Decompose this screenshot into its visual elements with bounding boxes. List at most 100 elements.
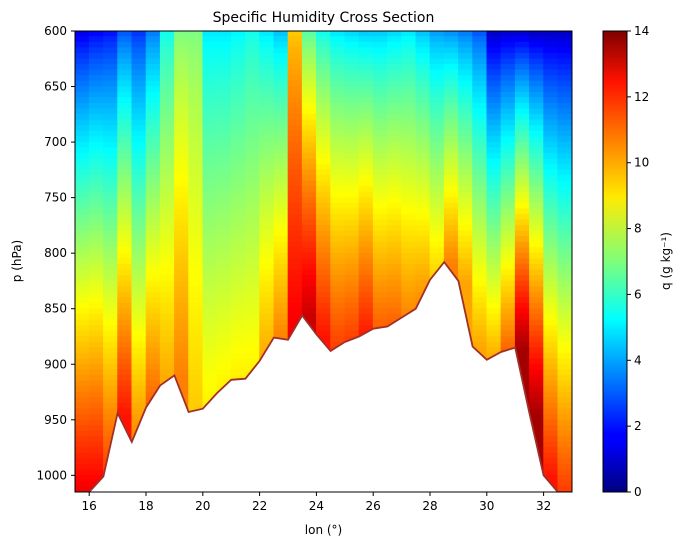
humidity-cell xyxy=(443,219,459,226)
humidity-cell xyxy=(571,469,572,476)
humidity-cell xyxy=(571,352,572,359)
humidity-cell xyxy=(103,152,118,160)
humidity-cell xyxy=(316,36,331,43)
humidity-cell xyxy=(543,164,559,171)
humidity-cell xyxy=(88,191,104,198)
humidity-cell xyxy=(174,269,189,276)
humidity-cell xyxy=(159,180,175,187)
humidity-cell xyxy=(75,47,90,54)
humidity-cell xyxy=(103,291,118,298)
humidity-cell xyxy=(429,47,445,54)
humidity-cell xyxy=(415,108,431,115)
humidity-cell xyxy=(543,297,559,304)
humidity-cell xyxy=(117,119,133,126)
humidity-cell xyxy=(429,141,445,148)
humidity-cell xyxy=(529,141,544,148)
humidity-cell xyxy=(358,75,374,82)
humidity-cell xyxy=(131,313,147,321)
humidity-cell xyxy=(202,386,218,393)
humidity-cell xyxy=(543,319,559,326)
humidity-cell xyxy=(358,164,374,171)
humidity-cell xyxy=(543,291,559,298)
humidity-cell xyxy=(429,69,445,76)
humidity-cell xyxy=(188,369,204,376)
humidity-cell xyxy=(159,136,175,143)
humidity-cell xyxy=(415,286,431,293)
humidity-cell xyxy=(372,252,388,260)
humidity-cell xyxy=(75,480,90,487)
humidity-cell xyxy=(216,336,232,343)
humidity-cell xyxy=(358,102,374,110)
humidity-cell xyxy=(443,258,459,265)
humidity-cell xyxy=(472,330,488,337)
humidity-cell xyxy=(401,91,417,98)
humidity-cell xyxy=(514,286,530,293)
humidity-cell xyxy=(500,80,516,87)
humidity-cell xyxy=(358,191,374,198)
humidity-cell xyxy=(429,58,445,65)
humidity-cell xyxy=(202,158,218,165)
humidity-cell xyxy=(316,102,331,110)
humidity-cell xyxy=(75,413,90,421)
humidity-cell xyxy=(372,286,388,293)
humidity-cell xyxy=(188,347,204,354)
humidity-cell xyxy=(514,114,530,121)
humidity-cell xyxy=(88,286,104,293)
humidity-cell xyxy=(571,419,572,426)
humidity-cell xyxy=(103,341,118,348)
humidity-cell xyxy=(458,152,473,160)
humidity-cell xyxy=(117,69,133,76)
humidity-cell xyxy=(557,247,572,254)
humidity-cell xyxy=(273,275,289,282)
humidity-cell xyxy=(159,80,175,87)
humidity-cell xyxy=(401,186,417,193)
humidity-cell xyxy=(458,225,473,232)
humidity-cell xyxy=(188,352,204,359)
humidity-cell xyxy=(159,363,175,371)
humidity-cell xyxy=(571,247,572,254)
humidity-cell xyxy=(401,275,417,282)
humidity-cell xyxy=(529,191,544,198)
humidity-cell xyxy=(387,252,402,260)
humidity-cell xyxy=(174,58,189,65)
humidity-cell xyxy=(514,302,530,310)
humidity-cell xyxy=(401,164,417,171)
humidity-cell xyxy=(316,236,331,243)
humidity-cell xyxy=(543,258,559,265)
humidity-cell xyxy=(259,297,275,304)
humidity-cell xyxy=(75,36,90,43)
humidity-cell xyxy=(188,86,204,93)
humidity-cell xyxy=(472,119,488,126)
humidity-cell xyxy=(529,369,544,376)
humidity-cell xyxy=(486,102,502,110)
humidity-cell xyxy=(287,213,303,221)
humidity-cell xyxy=(429,52,445,60)
humidity-cell xyxy=(287,208,303,215)
humidity-cell xyxy=(486,186,502,193)
humidity-cell xyxy=(88,230,104,237)
humidity-cell xyxy=(514,258,530,265)
humidity-cell xyxy=(287,291,303,298)
humidity-cell xyxy=(131,319,147,326)
humidity-cell xyxy=(557,436,572,443)
humidity-cell xyxy=(301,297,317,304)
humidity-cell xyxy=(486,213,502,221)
humidity-cell xyxy=(75,80,90,87)
humidity-cell xyxy=(174,86,189,93)
humidity-cell xyxy=(174,236,189,243)
humidity-cell xyxy=(188,175,204,182)
humidity-cell xyxy=(529,352,544,359)
humidity-cell xyxy=(401,136,417,143)
humidity-cell xyxy=(529,269,544,276)
humidity-cell xyxy=(571,336,572,343)
humidity-cell xyxy=(159,97,175,104)
humidity-cell xyxy=(344,158,360,165)
humidity-cell xyxy=(344,241,360,248)
humidity-cell xyxy=(472,236,488,243)
humidity-cell xyxy=(387,147,402,154)
humidity-cell xyxy=(387,136,402,143)
humidity-cell xyxy=(159,213,175,221)
humidity-cell xyxy=(287,186,303,193)
humidity-cell xyxy=(458,130,473,137)
humidity-cell xyxy=(117,347,133,354)
